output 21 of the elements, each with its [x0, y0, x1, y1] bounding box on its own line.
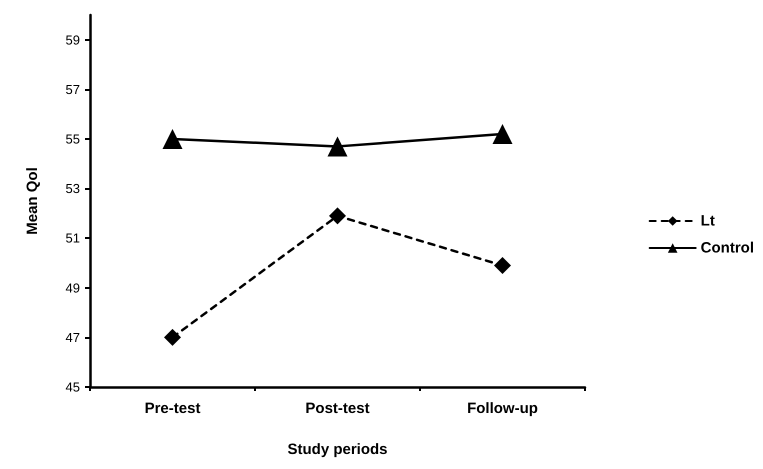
y-tick-label: 47 — [66, 330, 80, 345]
point — [494, 256, 511, 274]
point — [162, 129, 182, 149]
x-tick-label: Pre-test — [144, 400, 200, 417]
point — [329, 207, 346, 224]
y-tick-label: 53 — [66, 181, 80, 196]
y-tick-label: 45 — [66, 380, 80, 394]
point — [328, 136, 348, 156]
point — [164, 328, 181, 346]
point — [492, 124, 512, 144]
y-tick-label: 51 — [66, 230, 80, 246]
legend-label: Control — [700, 240, 754, 256]
y-tick-label: 57 — [66, 82, 80, 97]
x-tick-label: Post-test — [305, 400, 370, 417]
y-axis-title: Mean Qol — [24, 167, 41, 235]
y-tick-label: 59 — [66, 32, 80, 48]
y-tick-label: 49 — [66, 280, 80, 296]
x-tick-label: Follow-up — [467, 400, 538, 417]
legend-label: Lt — [700, 212, 715, 230]
y-tick-label: 55 — [66, 132, 80, 146]
x-axis-title: Study periods — [287, 441, 388, 458]
